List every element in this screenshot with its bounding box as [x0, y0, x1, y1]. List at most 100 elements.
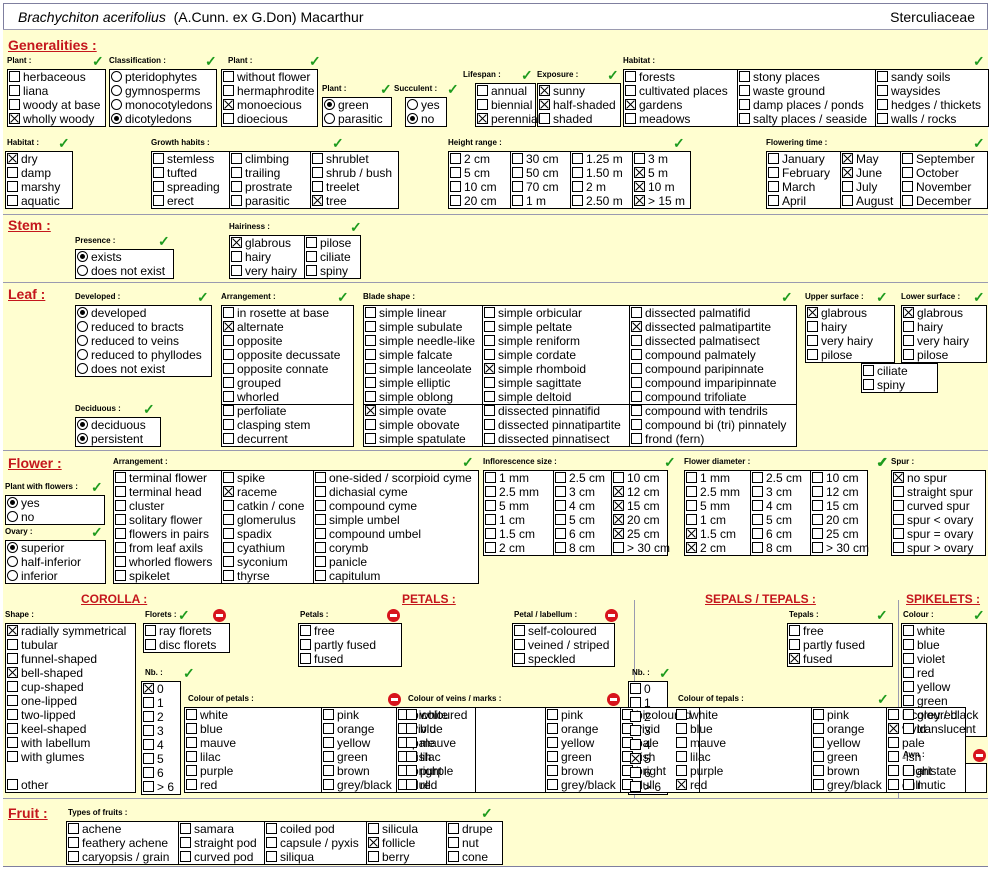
checkbox[interactable] [365, 349, 376, 360]
option-decurrent[interactable]: decurrent [223, 432, 288, 446]
option-dissected-palmatisect[interactable]: dissected palmatisect [631, 334, 760, 348]
checkbox[interactable] [877, 85, 888, 96]
checkbox[interactable] [547, 709, 558, 720]
option-yellow[interactable]: yellow [813, 736, 860, 750]
option-pale[interactable]: pale [888, 736, 925, 750]
option-august[interactable]: August [842, 194, 893, 208]
checkbox[interactable] [223, 377, 234, 388]
checkbox[interactable] [365, 321, 376, 332]
checkbox[interactable] [143, 739, 154, 750]
checkbox[interactable] [7, 695, 18, 706]
option-two-lipped[interactable]: two-lipped [7, 708, 76, 722]
checkbox[interactable] [903, 765, 914, 776]
option-2[interactable]: 2 [143, 710, 164, 724]
option-8-cm[interactable]: 8 cm [555, 541, 595, 555]
radio-button[interactable] [111, 113, 122, 124]
checkbox[interactable] [406, 779, 417, 790]
option-10-cm[interactable]: 10 cm [613, 471, 660, 485]
option-fused[interactable]: fused [300, 652, 343, 666]
checkbox[interactable] [368, 837, 379, 848]
option-opposite-decussate[interactable]: opposite decussate [223, 348, 340, 362]
checkbox[interactable] [625, 99, 636, 110]
option-2-5-mm[interactable]: 2.5 mm [485, 485, 539, 499]
option-ciliate[interactable]: ciliate [863, 364, 908, 378]
checkbox[interactable] [312, 195, 323, 206]
checkbox[interactable] [315, 500, 326, 511]
checkbox[interactable] [539, 99, 550, 110]
option-grey-black[interactable]: grey/black [547, 778, 616, 792]
checkbox[interactable] [180, 851, 191, 862]
option-keel-shaped[interactable]: keel-shaped [7, 722, 86, 736]
option-january[interactable]: January [768, 152, 825, 166]
option-without-flower[interactable]: without flower [223, 70, 310, 84]
checkbox[interactable] [903, 639, 914, 650]
option-simple-umbel[interactable]: simple umbel [315, 513, 400, 527]
checkbox[interactable] [115, 570, 126, 581]
checkbox[interactable] [676, 779, 687, 790]
option-6[interactable]: 6 [143, 766, 164, 780]
radio-button[interactable] [111, 71, 122, 82]
checkbox[interactable] [484, 349, 495, 360]
option-prostrate[interactable]: prostrate [231, 180, 292, 194]
option-caryopsis-grain[interactable]: caryopsis / grain [68, 850, 169, 864]
option-terminal-flower[interactable]: terminal flower [115, 471, 207, 485]
checkbox[interactable] [676, 723, 687, 734]
option-glomerulus[interactable]: glomerulus [223, 513, 296, 527]
checkbox[interactable] [231, 237, 242, 248]
checkbox[interactable] [484, 391, 495, 402]
option-lilac[interactable]: lilac [186, 750, 221, 764]
checkbox[interactable] [893, 514, 904, 525]
checkbox[interactable] [315, 542, 326, 553]
option-12-cm[interactable]: 12 cm [812, 485, 859, 499]
checkbox[interactable] [863, 365, 874, 376]
checkbox[interactable] [323, 723, 334, 734]
checkbox[interactable] [7, 737, 18, 748]
option-25-cm[interactable]: 25 cm [613, 527, 660, 541]
option-5[interactable]: 5 [630, 752, 651, 766]
checkbox[interactable] [630, 683, 641, 694]
option-half-inferior[interactable]: half-inferior [7, 555, 81, 569]
checkbox[interactable] [223, 307, 234, 318]
option-0[interactable]: 0 [143, 682, 164, 696]
option-translucent[interactable]: translucent [903, 722, 976, 736]
checkbox[interactable] [143, 697, 154, 708]
checkbox[interactable] [143, 711, 154, 722]
option-alternate[interactable]: alternate [223, 320, 284, 334]
checkbox[interactable] [813, 709, 824, 720]
checkbox[interactable] [315, 528, 326, 539]
checkbox[interactable] [903, 307, 914, 318]
checkbox[interactable] [406, 723, 417, 734]
option-inferior[interactable]: inferior [7, 569, 58, 583]
option-partly-fused[interactable]: partly fused [789, 638, 865, 652]
checkbox[interactable] [547, 737, 558, 748]
option-20-cm[interactable]: 20 cm [812, 513, 859, 527]
option-bicoloured[interactable]: bicoloured [888, 708, 957, 722]
checkbox[interactable] [223, 528, 234, 539]
checkbox[interactable] [223, 405, 234, 416]
option-woody-at-base[interactable]: woody at base [9, 98, 100, 112]
checkbox[interactable] [365, 307, 376, 318]
checkbox[interactable] [625, 85, 636, 96]
checkbox[interactable] [7, 751, 18, 762]
checkbox[interactable] [812, 542, 823, 553]
checkbox[interactable] [68, 837, 79, 848]
option-20-cm[interactable]: 20 cm [613, 513, 660, 527]
checkbox[interactable] [512, 195, 523, 206]
option-july[interactable]: July [842, 180, 877, 194]
checkbox[interactable] [484, 307, 495, 318]
option-does-not-exist[interactable]: does not exist [77, 362, 165, 376]
option-marshy[interactable]: marshy [7, 180, 60, 194]
option-corymb[interactable]: corymb [315, 541, 368, 555]
option-dissected-pinnatisect[interactable]: dissected pinnatisect [484, 432, 609, 446]
option-5-cm[interactable]: 5 cm [555, 513, 595, 527]
checkbox[interactable] [365, 363, 376, 374]
checkbox[interactable] [323, 709, 334, 720]
option-thyrse[interactable]: thyrse [223, 569, 270, 583]
checkbox[interactable] [631, 349, 642, 360]
checkbox[interactable] [323, 751, 334, 762]
option-green[interactable]: green [547, 750, 592, 764]
option-mauve[interactable]: mauve [676, 736, 726, 750]
checkbox[interactable] [768, 153, 779, 164]
checkbox[interactable] [893, 528, 904, 539]
option-free[interactable]: free [300, 624, 335, 638]
